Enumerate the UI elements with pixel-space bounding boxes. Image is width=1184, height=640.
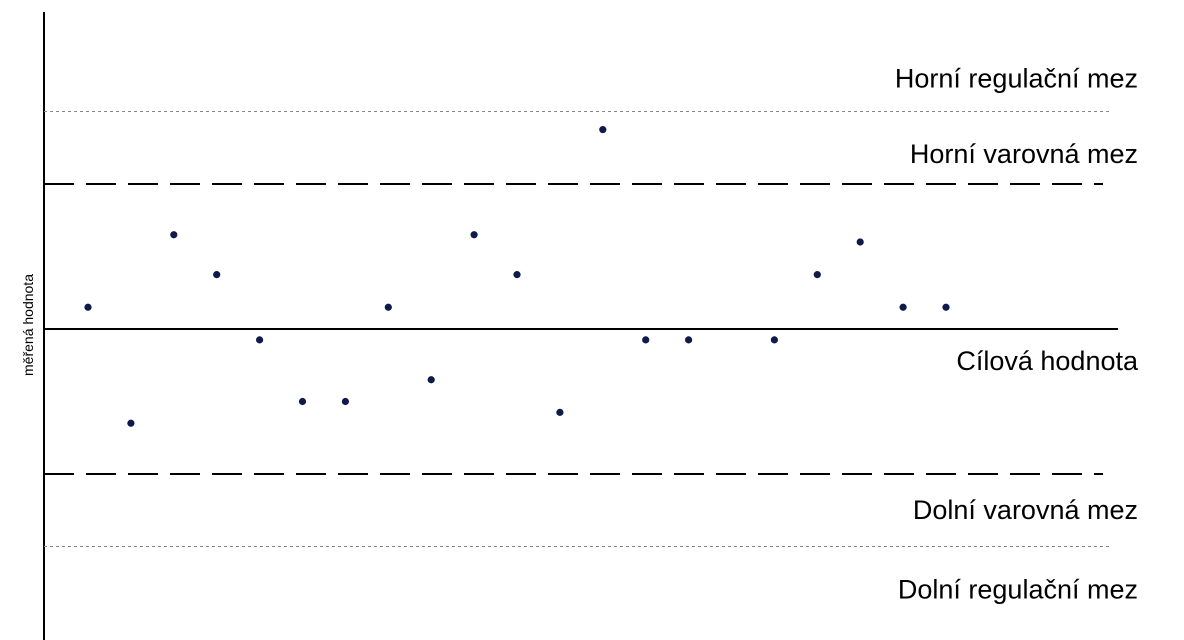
data-point <box>513 271 521 279</box>
data-point <box>642 336 650 344</box>
y-axis-label: měřená hodnota <box>20 274 36 376</box>
reference-label: Dolní regulační mez <box>898 575 1138 605</box>
data-point <box>127 419 135 427</box>
reference-label: Dolní varovná mez <box>913 495 1138 525</box>
data-point <box>856 238 864 246</box>
data-point <box>213 271 221 279</box>
data-point <box>341 397 349 406</box>
data-point <box>170 231 178 239</box>
data-point <box>942 303 950 311</box>
data-point <box>685 336 693 344</box>
reference-label: Horní varovná mez <box>910 139 1138 169</box>
data-point <box>256 336 264 344</box>
data-point <box>599 126 607 134</box>
data-point <box>470 231 478 239</box>
data-points <box>84 126 950 427</box>
data-point <box>770 336 779 344</box>
data-point <box>84 303 92 311</box>
reference-label: Cílová hodnota <box>956 346 1139 376</box>
reference-lines <box>44 111 1118 547</box>
data-point <box>427 376 435 384</box>
data-point <box>556 408 564 416</box>
data-point <box>298 397 307 406</box>
data-point <box>899 303 907 311</box>
data-point <box>384 303 392 311</box>
reference-labels: Horní regulační mez Horní varovná mez Cílo… <box>895 64 1139 605</box>
data-point <box>813 271 821 279</box>
reference-label: Horní regulační mez <box>895 64 1138 94</box>
